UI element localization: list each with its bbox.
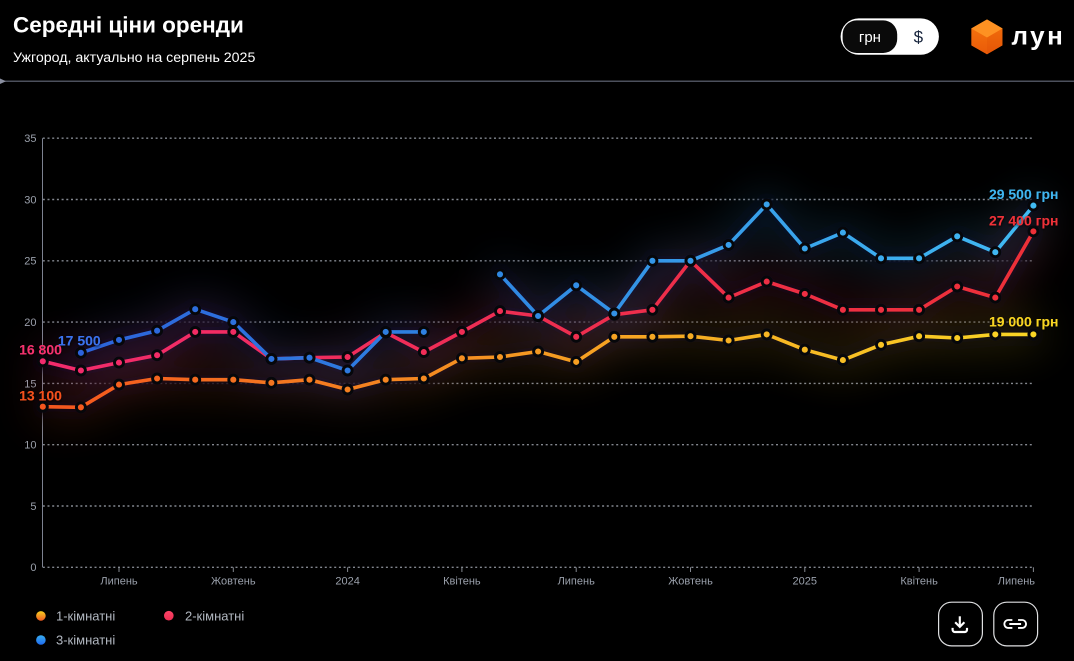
svg-text:29 500 грн: 29 500 грн — [989, 186, 1059, 202]
svg-text:13 100: 13 100 — [19, 387, 62, 403]
svg-text:2024: 2024 — [335, 576, 359, 588]
svg-text:Липень: Липень — [998, 576, 1036, 588]
svg-text:0: 0 — [30, 562, 36, 574]
svg-text:$: $ — [914, 28, 924, 47]
svg-text:Квітень: Квітень — [443, 576, 481, 588]
svg-text:Липень: Липень — [558, 576, 596, 588]
svg-text:17 500: 17 500 — [58, 333, 101, 349]
svg-text:3-кімнатні: 3-кімнатні — [56, 633, 115, 648]
svg-text:Липень: Липень — [100, 576, 138, 588]
svg-text:30: 30 — [24, 194, 36, 206]
svg-text:Ужгород, актуально на серпень: Ужгород, актуально на серпень 2025 — [13, 50, 255, 66]
svg-text:35: 35 — [24, 133, 36, 145]
svg-text:25: 25 — [24, 256, 36, 268]
svg-text:10: 10 — [24, 440, 36, 452]
svg-text:лун: лун — [1012, 20, 1066, 50]
svg-text:Жовтень: Жовтень — [211, 576, 256, 588]
svg-text:2-кімнатні: 2-кімнатні — [185, 608, 244, 623]
svg-text:27 400 грн: 27 400 грн — [989, 213, 1059, 229]
svg-text:5: 5 — [30, 501, 36, 513]
svg-text:19 000 грн: 19 000 грн — [989, 314, 1059, 330]
svg-text:Квітень: Квітень — [900, 576, 938, 588]
svg-text:15: 15 — [24, 378, 36, 390]
svg-text:20: 20 — [24, 317, 36, 329]
svg-text:Жовтень: Жовтень — [668, 576, 713, 588]
svg-text:1-кімнатні: 1-кімнатні — [56, 608, 115, 623]
svg-text:2025: 2025 — [793, 576, 817, 588]
svg-text:16 800: 16 800 — [19, 342, 62, 358]
svg-text:грн: грн — [859, 29, 881, 46]
svg-text:Середні ціни оренди: Середні ціни оренди — [13, 13, 244, 38]
